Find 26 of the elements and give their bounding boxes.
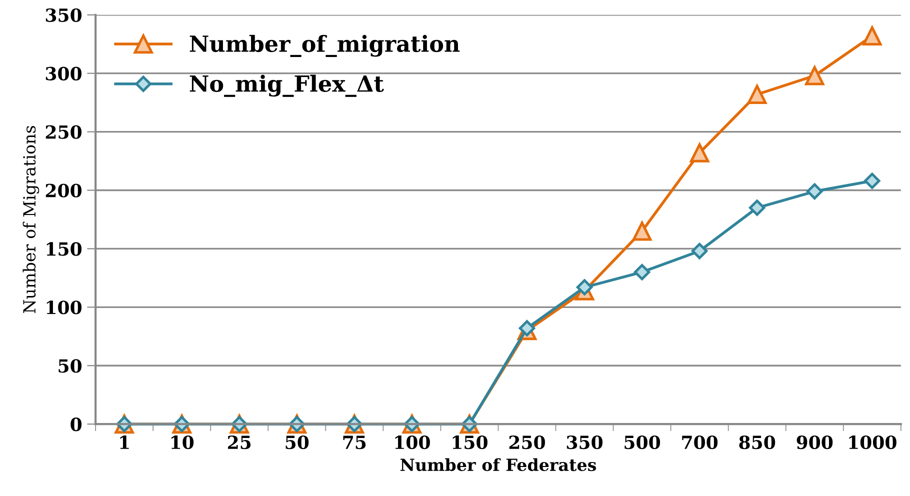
x-tick-label: 1000 (849, 436, 896, 450)
x-tick-label: 900 (796, 436, 833, 450)
legend-label: Number_of_migration (190, 34, 460, 58)
x-tick-label: 350 (566, 436, 603, 450)
x-tick-label: 500 (624, 436, 660, 450)
x-tick-label: 150 (452, 436, 488, 450)
x-tick-label: 100 (395, 436, 430, 450)
x-tick-label: 25 (228, 436, 251, 450)
y-tick-label: 250 (46, 125, 82, 139)
x-tick-label: 10 (171, 436, 194, 450)
x-axis-title: Number of Federates (400, 458, 596, 472)
y-tick-label: 50 (58, 359, 82, 373)
legend-label: No_mig_Flex_Δt (190, 74, 384, 97)
y-tick-label: 150 (46, 242, 82, 256)
y-tick-label: 100 (46, 300, 82, 314)
x-tick-label: 250 (509, 436, 545, 450)
x-tick-label: 50 (286, 436, 309, 450)
y-tick-label: 0 (70, 418, 82, 432)
y-tick-label: 200 (46, 184, 82, 198)
x-tick-label: 700 (682, 436, 718, 450)
y-tick-label: 300 (46, 66, 82, 80)
x-tick-label: 850 (739, 436, 776, 450)
x-tick-label: 1 (120, 436, 129, 449)
y-tick-label: 350 (46, 8, 82, 22)
y-axis-title: Number of Migrations (22, 126, 40, 314)
x-tick-label: 75 (343, 436, 366, 450)
